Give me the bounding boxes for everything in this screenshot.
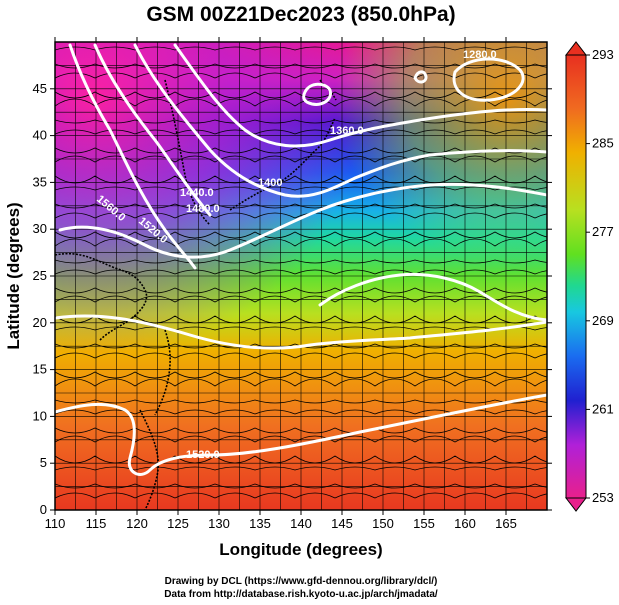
x-tick-label: 120 (126, 516, 148, 531)
y-tick-label: 15 (33, 362, 47, 377)
streamline (55, 98, 547, 107)
contour-label: 1400 (258, 177, 282, 189)
contour-label: 1360.0 (330, 125, 364, 137)
colorbar-ticks: 293 285 277 269 261 253 (586, 47, 614, 505)
x-tick-label: 165 (495, 516, 517, 531)
y-tick-label: 10 (33, 408, 47, 423)
credit-data: Data from http://database.rish.kyoto-u.a… (164, 589, 438, 600)
x-tick-label: 160 (454, 516, 476, 531)
y-tick-label: 35 (33, 174, 47, 189)
chart-title: GSM 00Z21Dec2023 (850.0hPa) (146, 3, 455, 26)
colorbar: 293 285 277 269 261 253 (564, 41, 614, 512)
streamline (55, 315, 547, 324)
colorbar-tick-label: 277 (592, 224, 614, 239)
streamline (55, 231, 547, 239)
colorbar-tick-label: 285 (592, 136, 614, 151)
x-tick-label: 140 (290, 516, 312, 531)
streamline (55, 343, 547, 349)
streamline (55, 483, 547, 489)
streamline (55, 63, 547, 69)
colorbar-scale (565, 54, 587, 499)
coastlines (55, 79, 337, 510)
credit-drawing: Drawing by DCL (https://www.gfd-dennou.o… (165, 576, 438, 587)
colorbar-tick-label: 269 (592, 313, 614, 328)
x-tick-label: 150 (372, 516, 394, 531)
streamline (55, 259, 547, 264)
contour-label: 1280.0 (463, 49, 497, 61)
streamline (55, 203, 547, 209)
streamline (55, 91, 547, 99)
y-tick-label: 45 (33, 81, 47, 96)
streamline (55, 492, 547, 499)
y-tick-label: 20 (33, 315, 47, 330)
colorbar-tick-label: 253 (592, 490, 614, 505)
y-tick-label: 5 (40, 455, 47, 470)
lat-lon-grid (55, 42, 547, 510)
y-tick-label: 0 (40, 502, 47, 517)
x-tick-label: 155 (413, 516, 435, 531)
x-tick-label: 110 (45, 516, 66, 531)
height-contours (55, 43, 547, 476)
streamline (55, 238, 547, 247)
streamline (55, 455, 547, 464)
streamline (55, 287, 547, 294)
x-tick-label: 125 (167, 516, 189, 531)
colorbar-tick-label: 293 (592, 47, 614, 62)
streamline (55, 352, 547, 359)
y-tick-label: 40 (33, 128, 47, 143)
streamline (55, 409, 547, 415)
streamline (55, 155, 547, 163)
colorbar-bottom-arrow (564, 497, 588, 512)
contour-label: 1480.0 (186, 203, 220, 215)
streamline (55, 399, 547, 404)
streamline (55, 119, 547, 124)
contour-label: 1440.0 (180, 187, 214, 199)
streamline (55, 269, 547, 275)
streamline (55, 175, 547, 184)
y-tick-label: 30 (33, 221, 47, 236)
latitude-ticks: 0 5 10 15 20 25 30 35 40 45 (33, 81, 552, 517)
x-axis-label: Longitude (degrees) (219, 540, 382, 559)
x-tick-label: 135 (249, 516, 271, 531)
streamline (55, 129, 547, 135)
y-tick-label: 25 (33, 268, 47, 283)
x-tick-label: 115 (86, 516, 107, 531)
streamline (55, 427, 547, 434)
plot-area: 1280.0 1360.0 1400 1440.0 1480.0 1520.0 … (55, 42, 547, 510)
streamline (55, 72, 547, 79)
streamline (55, 466, 547, 471)
longitude-ticks: 110 115 120 125 130 135 140 145 150 155 160 165 (45, 37, 517, 531)
x-tick-label: 145 (331, 516, 353, 531)
streamline (55, 371, 547, 379)
x-tick-label: 130 (208, 516, 230, 531)
colorbar-tick-label: 261 (592, 401, 614, 416)
y-axis-label: Latitude (degrees) (4, 202, 23, 349)
contour-label: 1520.0 (186, 449, 220, 461)
colorbar-top-arrow (564, 41, 588, 56)
streamline (55, 378, 547, 387)
streamline (55, 435, 547, 443)
